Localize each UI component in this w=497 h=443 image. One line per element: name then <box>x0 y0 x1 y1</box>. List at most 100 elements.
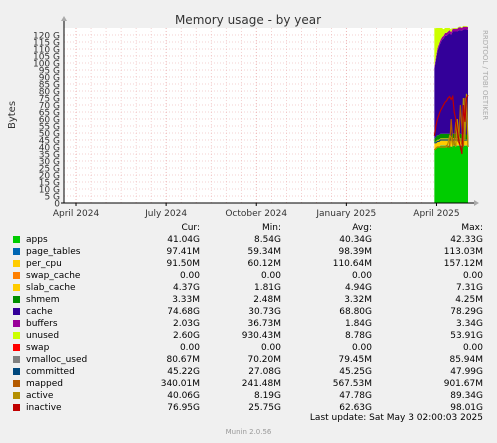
legend-cur: 2.60G <box>172 331 200 341</box>
legend-row-shmem: shmem 3.33M 2.48M 3.32M 4.25M <box>0 294 497 306</box>
legend-max: 901.67M <box>443 379 483 389</box>
legend-swatch <box>13 332 20 339</box>
y-tick-label: 30 G <box>39 158 60 168</box>
area-buffers <box>434 26 468 70</box>
legend-max: 4.25M <box>455 295 483 305</box>
legend-max: 7.31G <box>455 283 483 293</box>
legend-avg: 8.78G <box>344 331 372 341</box>
legend-row-buffers: buffers 2.03G 36.73M 1.84G 3.34G <box>0 318 497 330</box>
legend-cur: 3.33M <box>172 295 200 305</box>
legend-avg: 45.25G <box>339 367 372 377</box>
legend-label: unused <box>26 331 60 341</box>
y-tick-label: 5 G <box>44 193 60 203</box>
legend-label: inactive <box>26 403 62 413</box>
legend-header-min: Min: <box>261 223 281 233</box>
legend-label: apps <box>26 235 48 245</box>
legend-swatch <box>13 392 20 399</box>
legend-row-slab-cache: slab_cache 4.37G 1.81G 4.94G 7.31G <box>0 282 497 294</box>
area-apps <box>434 145 468 203</box>
legend-row-mapped: mapped 340.01M 241.48M 567.53M 901.67M <box>0 378 497 390</box>
legend-label: cache <box>26 307 53 317</box>
legend-avg: 79.45M <box>338 355 372 365</box>
legend-header-row: Cur: Min: Avg: Max: <box>0 222 497 234</box>
legend-avg: 98.39M <box>338 247 372 257</box>
plot-area <box>64 28 468 203</box>
legend-header-max: Max: <box>461 223 483 233</box>
y-tick-label: 90 G <box>39 74 60 84</box>
legend-cur: 97.41M <box>166 247 200 257</box>
y-tick-label: 70 G <box>39 102 60 112</box>
legend-cur: 41.04G <box>167 235 200 245</box>
legend-swatch <box>13 356 20 363</box>
legend-min: 36.73M <box>247 319 281 329</box>
y-tick-label: 85 G <box>39 81 60 91</box>
legend-row-page-tables: page_tables 97.41M 59.34M 98.39M 113.03M <box>0 246 497 258</box>
legend-max: 113.03M <box>443 247 483 257</box>
y-tick-label: 110 G <box>33 46 60 56</box>
legend-max: 0.00 <box>462 343 483 353</box>
legend-avg: 1.84G <box>344 319 372 329</box>
legend-avg: 4.94G <box>344 283 372 293</box>
legend-cur: 40.06G <box>167 391 200 401</box>
legend-swatch <box>13 236 20 243</box>
legend-min: 25.75G <box>248 403 281 413</box>
y-tick-label: 105 G <box>33 53 60 63</box>
y-tick-label: 50 G <box>39 130 60 140</box>
legend-min: 930.43M <box>241 331 281 341</box>
y-tick-label: 75 G <box>39 95 60 105</box>
legend-avg: 3.32M <box>344 295 372 305</box>
legend-min: 241.48M <box>241 379 281 389</box>
legend-row-inactive: inactive 76.95G 25.75G 62.63G 98.01G <box>0 402 497 414</box>
legend-avg: 0.00 <box>351 271 372 281</box>
legend-label: per_cpu <box>26 259 62 269</box>
y-tick-label: 100 G <box>33 60 60 70</box>
legend-label: buffers <box>26 319 58 329</box>
x-tick-label: April 2025 <box>413 209 459 219</box>
legend-min: 0.00 <box>260 343 281 353</box>
legend-avg: 62.63G <box>339 403 372 413</box>
legend-cur: 2.03G <box>172 319 200 329</box>
legend-max: 98.01G <box>450 403 483 413</box>
y-tick-label: 95 G <box>39 67 60 77</box>
y-tick-label: 0 <box>54 200 60 210</box>
legend-max: 53.91G <box>450 331 483 341</box>
legend-min: 8.54G <box>253 235 281 245</box>
y-tick-label: 60 G <box>39 116 60 126</box>
legend-min: 59.34M <box>247 247 281 257</box>
legend-row-active: active 40.06G 8.19G 47.78G 89.34G <box>0 390 497 402</box>
rrdtool-side-label: RRDTOOL / TOBI OETIKER <box>481 30 489 120</box>
last-update: Last update: Sat May 3 02:00:03 2025 <box>309 413 483 423</box>
legend-max: 89.34G <box>450 391 483 401</box>
legend-row-vmalloc-used: vmalloc_used 80.67M 70.20M 79.45M 85.94M <box>0 354 497 366</box>
legend-swatch <box>13 308 20 315</box>
legend-avg: 68.80G <box>339 307 372 317</box>
legend-cur: 45.22G <box>167 367 200 377</box>
legend-cur: 74.68G <box>167 307 200 317</box>
x-tick-label: October 2024 <box>225 209 287 219</box>
legend-cur: 4.37G <box>172 283 200 293</box>
legend-label: slab_cache <box>26 283 76 293</box>
legend-swatch <box>13 368 20 375</box>
legend-max: 0.00 <box>462 271 483 281</box>
y-tick-label: 20 G <box>39 172 60 182</box>
y-tick-label: 25 G <box>39 165 60 175</box>
legend-min: 8.19G <box>253 391 281 401</box>
legend-cur: 80.67M <box>166 355 200 365</box>
legend-label: mapped <box>26 379 63 389</box>
munin-version: Munin 2.0.56 <box>225 428 272 436</box>
legend-cur: 91.50M <box>166 259 200 269</box>
legend-min: 2.48M <box>253 295 281 305</box>
legend-label: shmem <box>26 295 60 305</box>
legend-swatch <box>13 260 20 267</box>
legend-avg: 47.78G <box>339 391 372 401</box>
legend-label: active <box>26 391 54 401</box>
legend-max: 3.34G <box>455 319 483 329</box>
legend-avg: 40.34G <box>339 235 372 245</box>
legend-row-cache: cache 74.68G 30.73G 68.80G 78.29G <box>0 306 497 318</box>
legend-label: page_tables <box>26 247 81 257</box>
x-tick-label: April 2024 <box>53 209 100 219</box>
y-tick-label: 45 G <box>39 137 60 147</box>
legend-header-avg: Avg: <box>352 223 372 233</box>
legend-row-unused: unused 2.60G 930.43M 8.78G 53.91G <box>0 330 497 342</box>
